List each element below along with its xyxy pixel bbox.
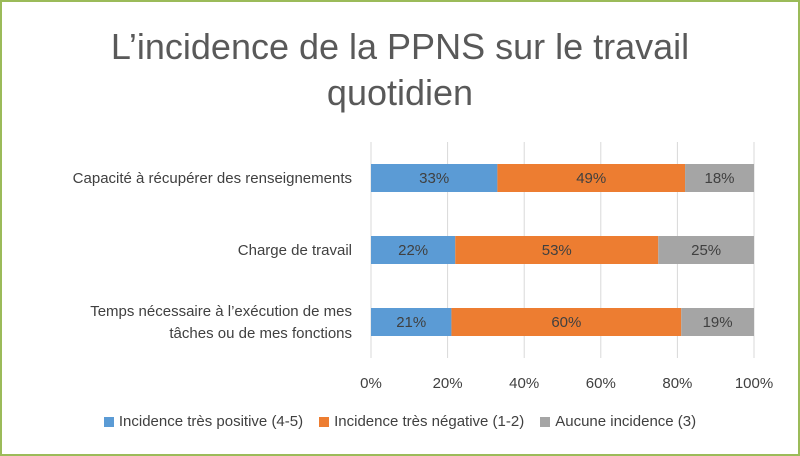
x-tick-label-60: 60% <box>586 375 616 392</box>
bar-1-category-3 <box>371 308 452 336</box>
x-tick-label-80: 80% <box>662 375 692 392</box>
legend-label-2: Incidence très négative (1-2) <box>334 413 525 430</box>
legend-label-3: Aucune incidence (3) <box>555 413 697 430</box>
category-label-1-line-1: Capacité à récupérer des renseignements <box>73 170 352 187</box>
legend-item-1: Incidence très positive (4-5) <box>103 413 304 430</box>
category-label-3-line-1: Temps nécessaire à l’exécution de mes <box>90 303 352 320</box>
legend-swatch-2 <box>319 416 330 427</box>
data-label-1-category-1: 33% <box>419 170 449 187</box>
chart-title-line-2: quotidien <box>326 72 474 113</box>
bar-1-category-1 <box>371 164 498 192</box>
bar-3-category-2 <box>658 236 754 264</box>
x-tick-label-100: 100% <box>735 375 773 392</box>
legend-label-1: Incidence très positive (4-5) <box>118 413 304 430</box>
bar-2-category-2 <box>455 236 659 264</box>
chart-title: L’incidence de la PPNS sur le travail qu… <box>2 24 798 116</box>
legend-swatch-1 <box>103 416 114 427</box>
data-label-3-category-1: 18% <box>705 170 735 187</box>
bar-2-category-3 <box>451 308 682 336</box>
chart-legend: Incidence très positive (4-5) Incidence t… <box>2 413 798 430</box>
category-label-3-line-2: tâches ou de mes fonctions <box>169 325 352 342</box>
bar-1-category-2 <box>371 236 456 264</box>
legend-item-3: Aucune incidence (3) <box>540 413 696 430</box>
x-tick-label-40: 40% <box>509 375 539 392</box>
x-tick-label-0: 0% <box>360 375 382 392</box>
bar-3-category-3 <box>681 308 754 336</box>
category-label-2-line-1: Charge de travail <box>238 242 352 259</box>
x-tick-label-20: 20% <box>433 375 463 392</box>
data-label-2-category-3: 60% <box>551 314 581 331</box>
data-label-2-category-1: 49% <box>576 170 606 187</box>
data-label-1-category-2: 22% <box>398 242 428 259</box>
bar-3-category-1 <box>685 164 754 192</box>
bar-2-category-1 <box>497 164 686 192</box>
legend-item-2: Incidence très négative (1-2) <box>319 413 524 430</box>
data-label-3-category-2: 25% <box>691 242 721 259</box>
data-label-1-category-3: 21% <box>396 314 426 331</box>
legend-swatch-3 <box>540 416 551 427</box>
chart-title-line-1: L’incidence de la PPNS sur le travail <box>110 26 690 67</box>
data-label-2-category-2: 53% <box>542 242 572 259</box>
data-label-3-category-3: 19% <box>703 314 733 331</box>
